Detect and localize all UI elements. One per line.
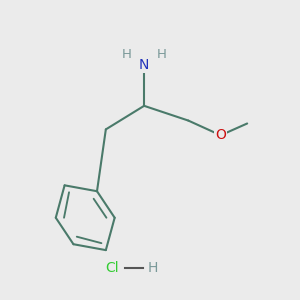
Text: O: O [215, 128, 226, 142]
Text: N: N [139, 58, 149, 72]
Text: H: H [156, 48, 166, 61]
Text: H: H [148, 261, 158, 275]
Text: H: H [122, 48, 132, 61]
Text: Cl: Cl [105, 261, 119, 275]
